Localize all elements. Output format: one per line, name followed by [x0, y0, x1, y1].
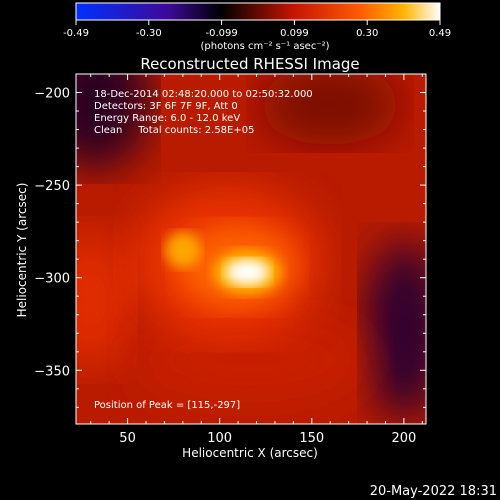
colorbar-tick-label: 0.49: [429, 28, 451, 39]
heatmap-peak-core: [225, 259, 270, 286]
peak-position-label: Position of Peak = [115,-297]: [94, 400, 240, 411]
chart-title: Reconstructed RHESSI Image: [140, 55, 359, 73]
heatmap-dark-region: [365, 240, 426, 420]
colorbar-tick-label: -0.49: [63, 28, 89, 39]
y-tick-label: −250: [34, 179, 70, 194]
plot-area: [76, 74, 426, 424]
heatmap-warm-region: [130, 310, 370, 410]
heatmap-secondary-source: [164, 231, 201, 268]
colorbar-tick-label: -0.099: [205, 28, 237, 39]
plot-frame: [75, 73, 427, 425]
y-tick-label: −300: [34, 272, 70, 287]
heatmap-dark-region: [76, 74, 150, 170]
x-tick-label: 200: [391, 431, 416, 446]
y-axis-label: Heliocentric Y (arcsec): [15, 183, 29, 318]
colorbar: -0.49 -0.30 -0.099 0.099 0.30 0.49 (photons c…: [63, 2, 451, 52]
colorbar-tick-label: 0.30: [356, 28, 378, 39]
x-axis-label: Heliocentric X (arcsec): [182, 446, 318, 460]
x-tick-label: 100: [207, 431, 232, 446]
info-line: 18-Dec-2014 02:48:20.000 to 02:50:32.000: [94, 89, 313, 100]
heatmap-emission: [76, 74, 426, 420]
y-tick-label: −200: [34, 87, 70, 102]
info-line: Energy Range: 6.0 - 12.0 keV: [94, 113, 240, 124]
info-line: Detectors: 3F 6F 7F 9F, Att 0: [94, 101, 238, 112]
x-tick-label: 50: [119, 431, 136, 446]
colorbar-tick-label: -0.30: [136, 28, 162, 39]
timestamp: 20-May-2022 18:31: [370, 484, 497, 499]
colorbar-gradient: [75, 2, 441, 21]
colorbar-tick-label: 0.099: [280, 28, 309, 39]
x-tick-label: 150: [299, 431, 324, 446]
info-line: Clean Total counts: 2.58E+05: [94, 125, 254, 136]
heatmap-warm-region: [76, 230, 130, 370]
y-axis: −200 −250 −300 −350: [34, 73, 426, 408]
heatmap-dark-region: [260, 74, 400, 145]
colorbar-ticks: -0.49 -0.30 -0.099 0.099 0.30 0.49: [63, 20, 451, 39]
y-tick-label: −350: [34, 364, 70, 379]
info-annotations: 18-Dec-2014 02:48:20.000 to 02:50:32.000…: [94, 89, 313, 136]
x-axis: 50 100 150 200: [90, 74, 423, 446]
colorbar-units: (photons cm⁻² s⁻¹ asec⁻²): [200, 41, 329, 52]
